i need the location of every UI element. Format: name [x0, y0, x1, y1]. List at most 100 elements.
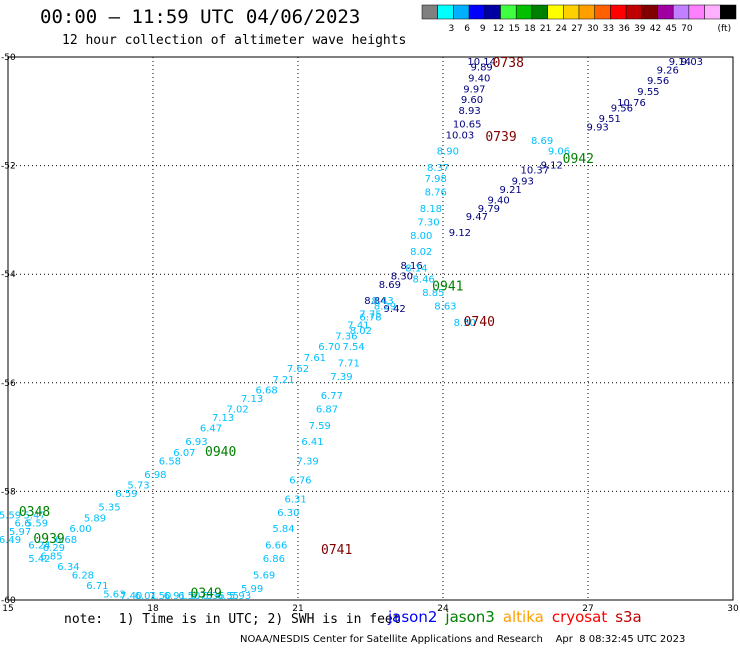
colorbar-swatch	[563, 4, 580, 20]
colorbar-swatch	[468, 4, 486, 20]
wave-height-label: 6.41	[301, 437, 323, 448]
pass-time-label: 0738	[493, 56, 524, 71]
x-tick-labels: 15 18 21 24 27 30	[2, 604, 739, 614]
colorbar-swatch	[610, 4, 627, 20]
wave-height-label: 9.56	[647, 76, 669, 87]
wave-height-label: 9.06	[548, 147, 570, 158]
colorbar-label: 27	[571, 24, 582, 34]
colorbar-swatch	[421, 4, 438, 20]
wave-height-label: 7.62	[287, 364, 309, 375]
wave-height-label: 6.76	[289, 475, 311, 486]
colorbar-label: 42	[650, 24, 661, 34]
wave-height-label: 9.51	[599, 114, 621, 125]
wave-height-label: 6.34	[57, 562, 79, 573]
y-tick-label: -56	[1, 379, 16, 389]
wave-height-label: 7.71	[338, 359, 360, 370]
wave-height-label: 6.01	[135, 591, 157, 602]
wave-height-label: 9.12	[541, 160, 563, 171]
wave-height-label: 8.02	[410, 247, 432, 258]
y-tick-label: -58	[1, 487, 16, 497]
wave-height-label: 6.24	[28, 540, 50, 551]
plot-frame	[7, 56, 734, 601]
colorbar-swatch	[500, 4, 517, 20]
wave-height-label: 6.50	[178, 591, 200, 602]
wave-height-label: 6.66	[265, 540, 287, 551]
wave-height-label: 9.93	[512, 177, 534, 188]
wave-height-label: 8.18	[420, 204, 442, 215]
legend-item-s3a: s3a	[615, 608, 642, 626]
pass-time-label: 0940	[205, 445, 236, 460]
wave-height-label: 5.69	[253, 570, 275, 581]
wave-height-label: 5.99	[241, 584, 263, 595]
wave-height-label: 9.55	[637, 87, 659, 98]
wave-height-label: 6.70	[318, 342, 340, 353]
colorbar-label: 15	[508, 24, 519, 34]
wave-height-label: 6.77	[321, 391, 343, 402]
legend-item-altika: altika	[502, 608, 544, 626]
pass-time-label: 0939	[33, 532, 64, 547]
wave-height-label: 6.78	[190, 591, 212, 602]
wave-height-label: 6.68	[55, 535, 77, 546]
wave-height-points: 10.149.899.409.979.608.9310.6510.039.039…	[0, 57, 703, 602]
wave-height-label: 6.28	[72, 570, 94, 581]
legend-item-cryosat: cryosat	[551, 608, 608, 626]
grid-lines	[8, 57, 733, 600]
x-tick-label: 15	[2, 604, 13, 614]
pass-time-label: 0741	[321, 543, 352, 558]
wave-height-label: 7.21	[272, 375, 294, 386]
wave-height-label: 9.56	[611, 103, 633, 114]
note-text: note: 1) Time is in UTC; 2) SWH is in fe…	[64, 612, 401, 627]
wave-height-label: 7.98	[425, 174, 447, 185]
wave-height-label: 7.39	[297, 456, 319, 467]
pass-time-label: 0348	[19, 505, 50, 520]
colorbar-swatch	[594, 4, 611, 20]
wave-height-label: 5.84	[272, 524, 294, 535]
wave-height-label: 10.76	[617, 98, 646, 109]
wave-height-label: 7.41	[347, 321, 369, 332]
wave-height-label: 7.61	[304, 353, 326, 364]
wave-height-label: 7.75	[359, 310, 381, 321]
wave-height-label: 6.85	[40, 551, 62, 562]
wave-height-label: 10.37	[521, 166, 550, 177]
x-tick-label: 18	[147, 604, 159, 614]
pass-time-label: 0942	[563, 152, 594, 167]
wave-height-label: 9.47	[466, 212, 488, 223]
y-tick-labels: -50 -52 -54 -56 -58 -60	[1, 53, 16, 606]
colorbar-label: 30	[587, 24, 599, 34]
wave-height-label: 8.50	[454, 318, 476, 329]
colorbar-label: 9	[480, 24, 486, 34]
y-tick-label: -50	[1, 53, 16, 63]
wave-height-label: 5.59	[26, 519, 48, 530]
wave-height-label: 6.36	[202, 591, 224, 602]
colorbar-swatch	[547, 4, 564, 20]
wave-height-label: 5.73	[127, 481, 149, 492]
x-tick-label: 24	[437, 604, 449, 614]
wave-height-label: 9.40	[487, 196, 509, 207]
wave-height-label: 7.39	[330, 372, 352, 383]
wave-height-label: 6.91	[164, 591, 186, 602]
wave-height-label: 6.58	[159, 456, 181, 467]
wave-height-label: 9.12	[449, 228, 471, 239]
wave-height-label: 8.43	[371, 296, 393, 307]
chart-subtitle: 12 hour collection of altimeter wave hei…	[62, 33, 407, 48]
colorbar-label: 3	[449, 24, 455, 34]
wave-height-label: 8.29	[374, 301, 396, 312]
colorbar-label: 36	[618, 24, 630, 34]
colorbar-label: 18	[524, 24, 536, 34]
wave-height-label: 9.21	[500, 185, 522, 196]
colorbar-label: 12	[493, 24, 504, 34]
pass-time-label: 0740	[464, 315, 495, 330]
wave-height-label: 9.60	[461, 95, 483, 106]
pass-time-label: 0941	[432, 279, 463, 294]
wave-height-label: 7.59	[309, 421, 331, 432]
wave-height-label: 8.85	[422, 288, 444, 299]
wave-height-label: 6.31	[284, 494, 306, 505]
colorbar-swatch	[484, 4, 501, 20]
colorbar-label: 45	[665, 24, 676, 34]
wave-height-label: 8.30	[391, 272, 413, 283]
colorbar-swatch	[578, 4, 595, 20]
wave-height-label: 7.50	[149, 591, 171, 602]
satellite-legend: jason2 jason3 altika cryosat s3a	[388, 608, 650, 626]
y-tick-label: -60	[1, 596, 16, 606]
wave-height-label: 9.79	[478, 204, 500, 215]
